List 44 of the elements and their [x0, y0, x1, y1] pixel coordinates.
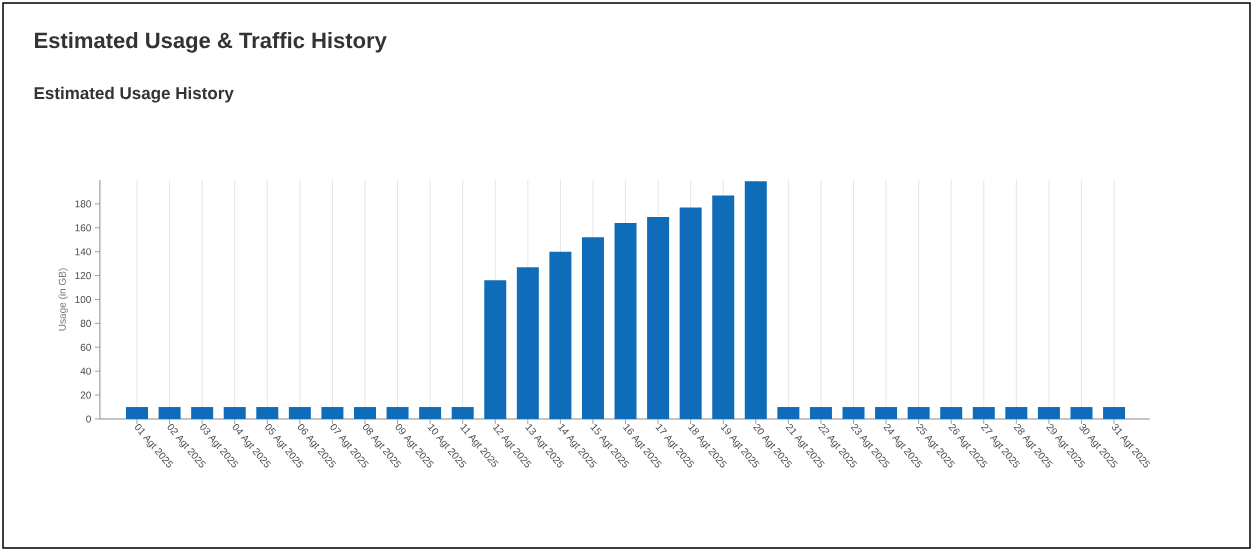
bar [1037, 407, 1060, 419]
bar [419, 407, 442, 419]
bar [777, 407, 800, 419]
chart-title: Estimated Usage & Traffic History [35, 32, 387, 53]
bar [940, 407, 963, 419]
y-tick-label: 80 [80, 319, 91, 327]
y-axis-title: Usage (in GB) [58, 268, 68, 331]
bar [1070, 407, 1093, 419]
bar [647, 217, 670, 419]
bar [875, 407, 898, 419]
bar [842, 407, 865, 419]
y-tick-label: 120 [75, 272, 91, 280]
bar [451, 407, 474, 419]
bar [126, 407, 149, 419]
y-tick-label: 0 [86, 415, 91, 423]
bar [972, 407, 995, 419]
bar [256, 407, 279, 419]
bar [158, 407, 181, 419]
bar [679, 207, 702, 419]
bar [809, 407, 832, 419]
bar [484, 280, 507, 419]
y-tick-label: 160 [75, 224, 91, 232]
bar [321, 407, 344, 419]
y-tick-label: 20 [80, 391, 91, 399]
y-tick-label: 140 [75, 248, 91, 256]
bar [614, 223, 637, 419]
bar [516, 267, 539, 419]
bar [744, 181, 767, 419]
bar [353, 407, 376, 419]
y-tick-label: 100 [75, 295, 91, 304]
bar [191, 407, 214, 419]
y-tick-label: 60 [80, 343, 91, 351]
bar [1005, 407, 1028, 419]
bar [581, 237, 604, 419]
y-tick-label: 40 [80, 367, 91, 375]
chart-subtitle: Estimated Usage History [34, 86, 234, 103]
y-tick-label: 180 [75, 200, 91, 208]
bar [1103, 407, 1126, 419]
bar [549, 251, 572, 419]
bar [907, 407, 930, 419]
bar [288, 407, 311, 419]
bar [223, 407, 246, 419]
bar [386, 407, 409, 419]
bar [712, 195, 735, 419]
